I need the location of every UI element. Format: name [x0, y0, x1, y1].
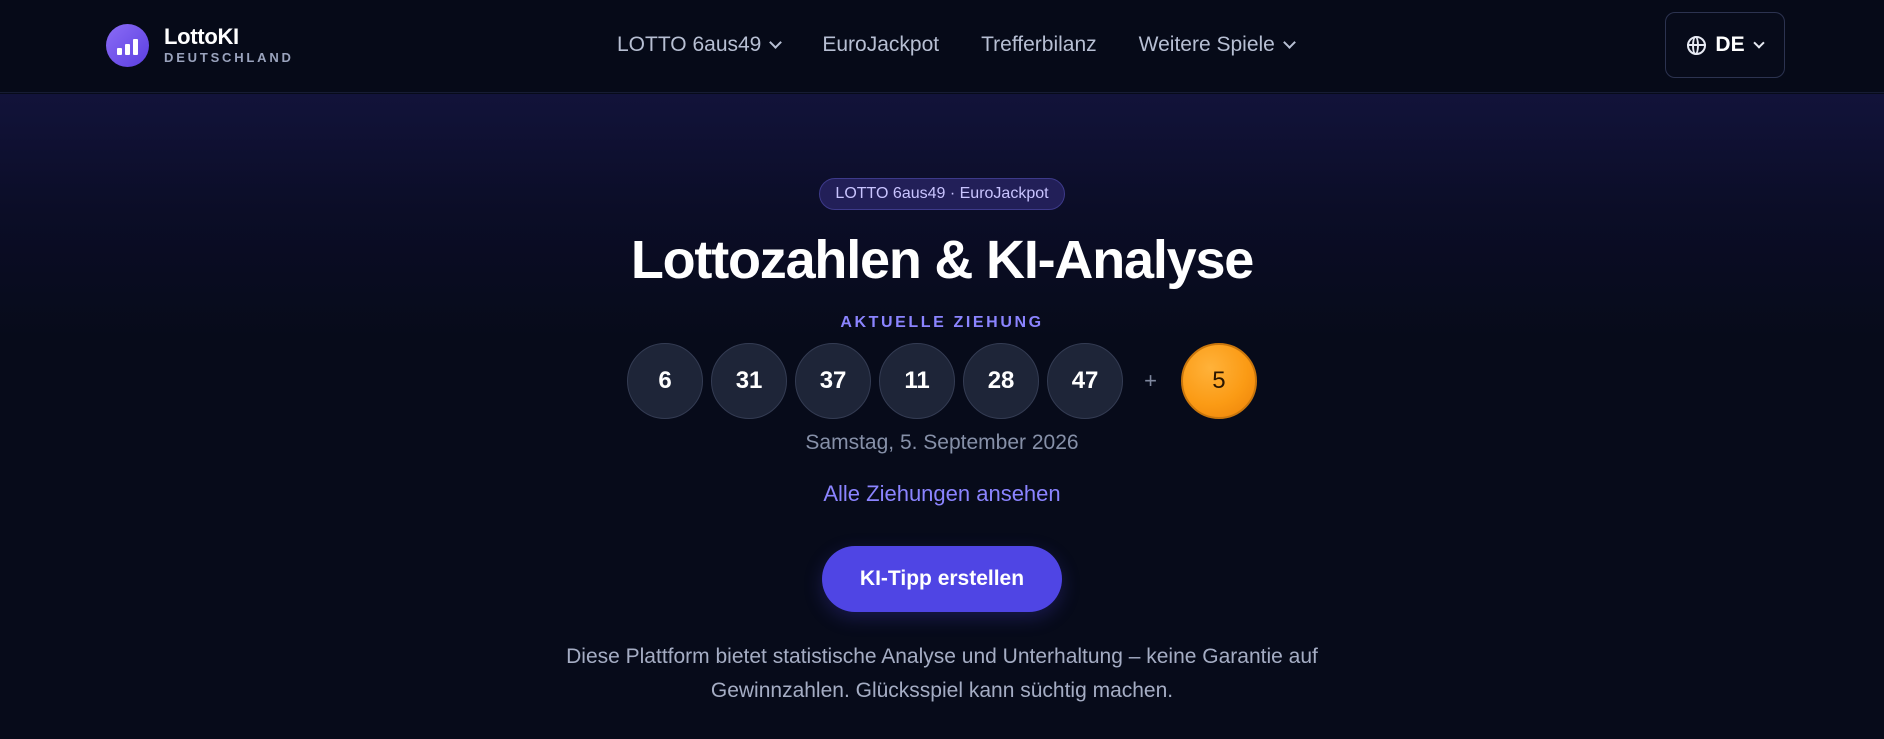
nav-item-lotto-6aus49[interactable]: LOTTO 6aus49 — [617, 33, 783, 57]
lotto-ball: 11 — [879, 343, 956, 419]
create-ai-tip-button[interactable]: KI-Tipp erstellen — [822, 546, 1062, 612]
hero-section: LOTTO 6aus49 · EuroJackpot Lottozahlen &… — [0, 94, 1884, 739]
nav-item-label: Weitere Spiele — [1138, 33, 1275, 56]
nav-item-label: LOTTO 6aus49 — [617, 33, 762, 56]
brand-subtitle: DEUTSCHLAND — [164, 50, 294, 65]
disclaimer-text: Diese Plattform bietet statistische Anal… — [566, 645, 1318, 702]
nav-item-eurojackpot[interactable]: EuroJackpot — [822, 33, 939, 57]
current-draw-label: AKTUELLE ZIEHUNG — [840, 314, 1044, 331]
chevron-down-icon — [1282, 36, 1296, 49]
language-selector[interactable]: DE — [1665, 12, 1785, 78]
nav-item-label: Trefferbilanz — [981, 33, 1097, 56]
chevron-down-icon — [1752, 36, 1765, 49]
language-label: DE — [1715, 33, 1745, 56]
lotto-ball: 31 — [711, 343, 788, 419]
main-nav: LOTTO 6aus49 EuroJackpot Trefferbilanz W… — [617, 30, 1296, 60]
plus-sign: + — [1144, 368, 1157, 393]
nav-item-label: EuroJackpot — [822, 33, 940, 56]
site-header: LottoKI DEUTSCHLAND LOTTO 6aus49 EuroJac… — [0, 0, 1884, 93]
all-draws-link[interactable]: Alle Ziehungen ansehen — [823, 481, 1061, 506]
brand-logo[interactable]: LottoKI DEUTSCHLAND — [106, 24, 294, 67]
lotto-ball: 28 — [963, 343, 1040, 419]
globe-icon — [1687, 35, 1707, 55]
draw-date: Samstag, 5. September 2026 — [805, 431, 1079, 454]
superzahl-ball: 5 — [1180, 343, 1257, 419]
brand-title: LottoKI — [164, 24, 239, 49]
bar-chart-icon — [106, 24, 149, 67]
lotto-ball: 37 — [795, 343, 872, 419]
nav-item-weitere-spiele[interactable]: Weitere Spiele — [1138, 33, 1296, 57]
chevron-down-icon — [769, 36, 783, 49]
lotto-ball: 6 — [627, 343, 704, 419]
draw-numbers: 6 31 37 11 28 47 + 5 — [627, 343, 1257, 419]
page-title: Lottozahlen & KI-Analyse — [630, 230, 1254, 290]
brand-text: LottoKI DEUTSCHLAND — [164, 25, 294, 66]
lotto-ball: 47 — [1047, 343, 1124, 419]
nav-item-trefferbilanz[interactable]: Trefferbilanz — [981, 33, 1097, 57]
games-badge: LOTTO 6aus49 · EuroJackpot — [819, 178, 1065, 210]
